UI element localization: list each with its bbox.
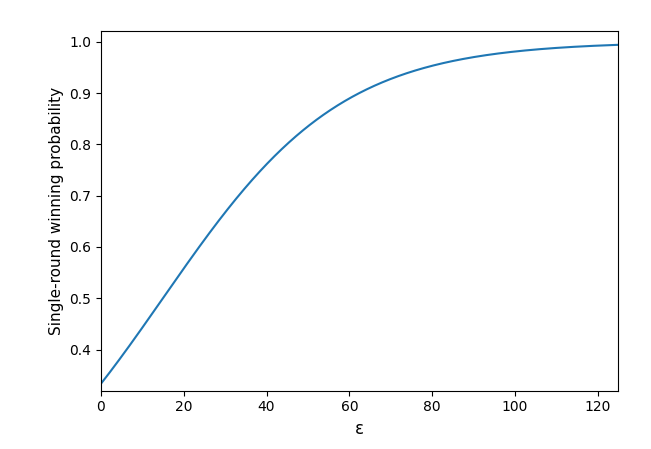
Y-axis label: Single-round winning probability: Single-round winning probability (49, 87, 64, 335)
X-axis label: ε: ε (355, 420, 364, 438)
